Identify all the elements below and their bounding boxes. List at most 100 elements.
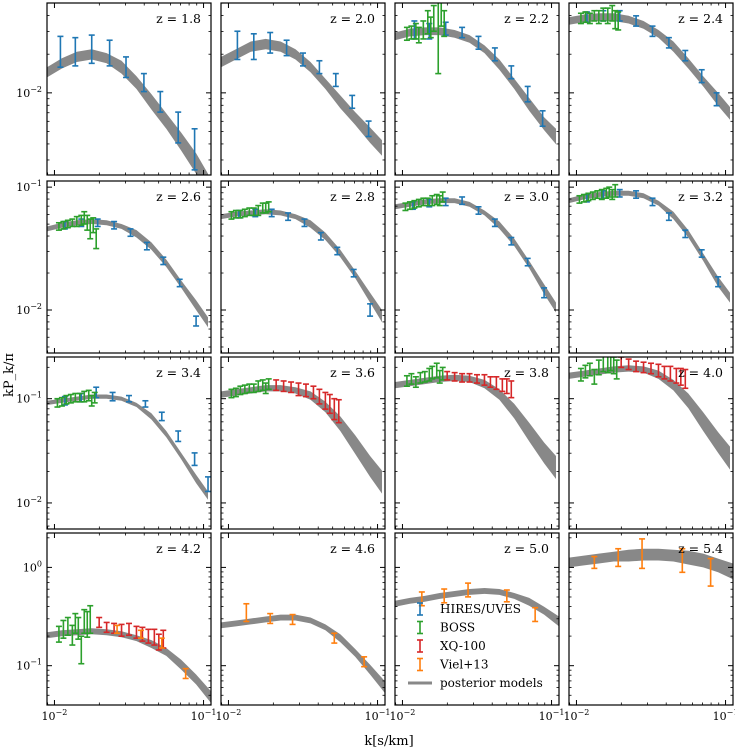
error-bar: [441, 9, 448, 38]
panel-13: 100 10−1 10−2 10−1 z = 4.2: [16, 532, 217, 723]
error-bar: [582, 364, 589, 379]
error-bar: [285, 212, 292, 222]
error-bar: [595, 9, 602, 25]
error-bar: [604, 7, 611, 25]
legend: HIRES/UVES BOSS XQ-100 Viel+13 posterior mod…: [408, 602, 543, 690]
posterior-band: [47, 49, 208, 175]
error-bar: [615, 547, 622, 568]
error-bar: [96, 616, 103, 629]
error-bar: [335, 398, 342, 424]
posterior-band: [221, 385, 382, 494]
error-bar: [633, 360, 640, 373]
panel-frame: [568, 356, 734, 530]
error-bar: [332, 72, 339, 88]
error-bar: [649, 197, 656, 207]
panel-frame: [46, 2, 212, 176]
error-bar: [429, 365, 436, 380]
panel-6: z = 2.8: [220, 180, 386, 354]
error-bar: [361, 656, 368, 668]
posterior-band: [569, 365, 730, 470]
error-bar: [459, 26, 466, 39]
error-bar: [310, 385, 317, 400]
plot-area: [395, 3, 556, 145]
error-bar: [580, 193, 587, 203]
series-boss: [576, 183, 619, 204]
plot-area: [569, 4, 730, 120]
error-bar: [408, 372, 415, 385]
error-bar: [606, 186, 613, 198]
error-bar: [81, 210, 88, 225]
error-bar: [280, 380, 287, 393]
error-bar: [87, 218, 94, 240]
x-tick-label: 10−1: [191, 708, 217, 723]
y-tick-label: 10−1: [16, 658, 42, 673]
error-bar: [415, 198, 422, 208]
error-bar: [175, 111, 182, 144]
error-bar: [649, 25, 656, 38]
error-bar: [60, 220, 67, 230]
error-bar: [589, 191, 596, 201]
panel-frame: [394, 180, 560, 354]
series-xq-100: [618, 357, 689, 390]
error-bar: [176, 278, 183, 288]
error-bar: [301, 218, 308, 228]
error-bar: [591, 555, 598, 570]
error-bar: [612, 183, 619, 198]
error-bar: [679, 547, 686, 574]
plot-area: [221, 201, 382, 323]
error-bar: [88, 34, 95, 65]
redshift-label: z = 2.6: [156, 189, 201, 204]
series-hires-uves: [583, 188, 722, 288]
error-bar: [436, 194, 443, 207]
error-bar: [459, 196, 466, 206]
legend-label: XQ-100: [440, 639, 486, 653]
error-bar: [72, 36, 79, 67]
posterior-band: [395, 588, 559, 627]
series-boss: [402, 191, 446, 212]
panel-8: z = 3.2: [568, 180, 734, 354]
y-tick-label: 100: [23, 559, 42, 574]
error-bar: [255, 380, 262, 393]
error-bar: [586, 12, 593, 25]
series-hires-uves: [234, 30, 372, 138]
error-bar: [289, 613, 296, 626]
posterior-band: [569, 190, 730, 303]
posterior-band: [395, 198, 556, 313]
error-bar: [91, 391, 98, 404]
x-tick-label: 10−1: [539, 708, 565, 723]
error-bar: [655, 363, 662, 378]
error-bar: [55, 625, 62, 643]
error-bar: [265, 201, 272, 213]
error-bar: [412, 376, 419, 389]
panel-10: z = 3.6: [220, 356, 386, 530]
redshift-label: z = 3.2: [678, 189, 723, 204]
series-boss: [55, 210, 100, 250]
error-bar: [158, 411, 165, 422]
panel-frame: [394, 356, 560, 530]
redshift-label: z = 2.8: [330, 189, 375, 204]
error-bar: [142, 399, 149, 408]
redshift-label: z = 3.0: [504, 189, 549, 204]
error-bar: [402, 202, 409, 212]
redshift-label: z = 2.2: [504, 11, 549, 26]
error-bar: [508, 236, 515, 246]
error-bar: [524, 257, 531, 267]
y-axis-label: kP_k/π: [2, 353, 17, 397]
error-bar: [667, 365, 674, 382]
error-bar: [430, 4, 437, 33]
error-bar: [64, 219, 71, 229]
error-bar: [598, 188, 605, 201]
error-bar: [63, 394, 70, 405]
redshift-label: z = 5.4: [678, 541, 723, 556]
x-axis-label: k[s/km]: [364, 734, 413, 749]
error-bar: [140, 72, 147, 93]
error-bar: [441, 588, 448, 604]
series-boss: [577, 357, 620, 385]
error-bar: [316, 59, 323, 75]
y-tick-label: 10−2: [16, 302, 42, 317]
error-bar: [451, 371, 458, 382]
error-bar: [103, 621, 110, 634]
error-bar: [106, 39, 113, 67]
error-bar: [326, 393, 333, 415]
x-tick-label: 10−2: [42, 708, 68, 723]
